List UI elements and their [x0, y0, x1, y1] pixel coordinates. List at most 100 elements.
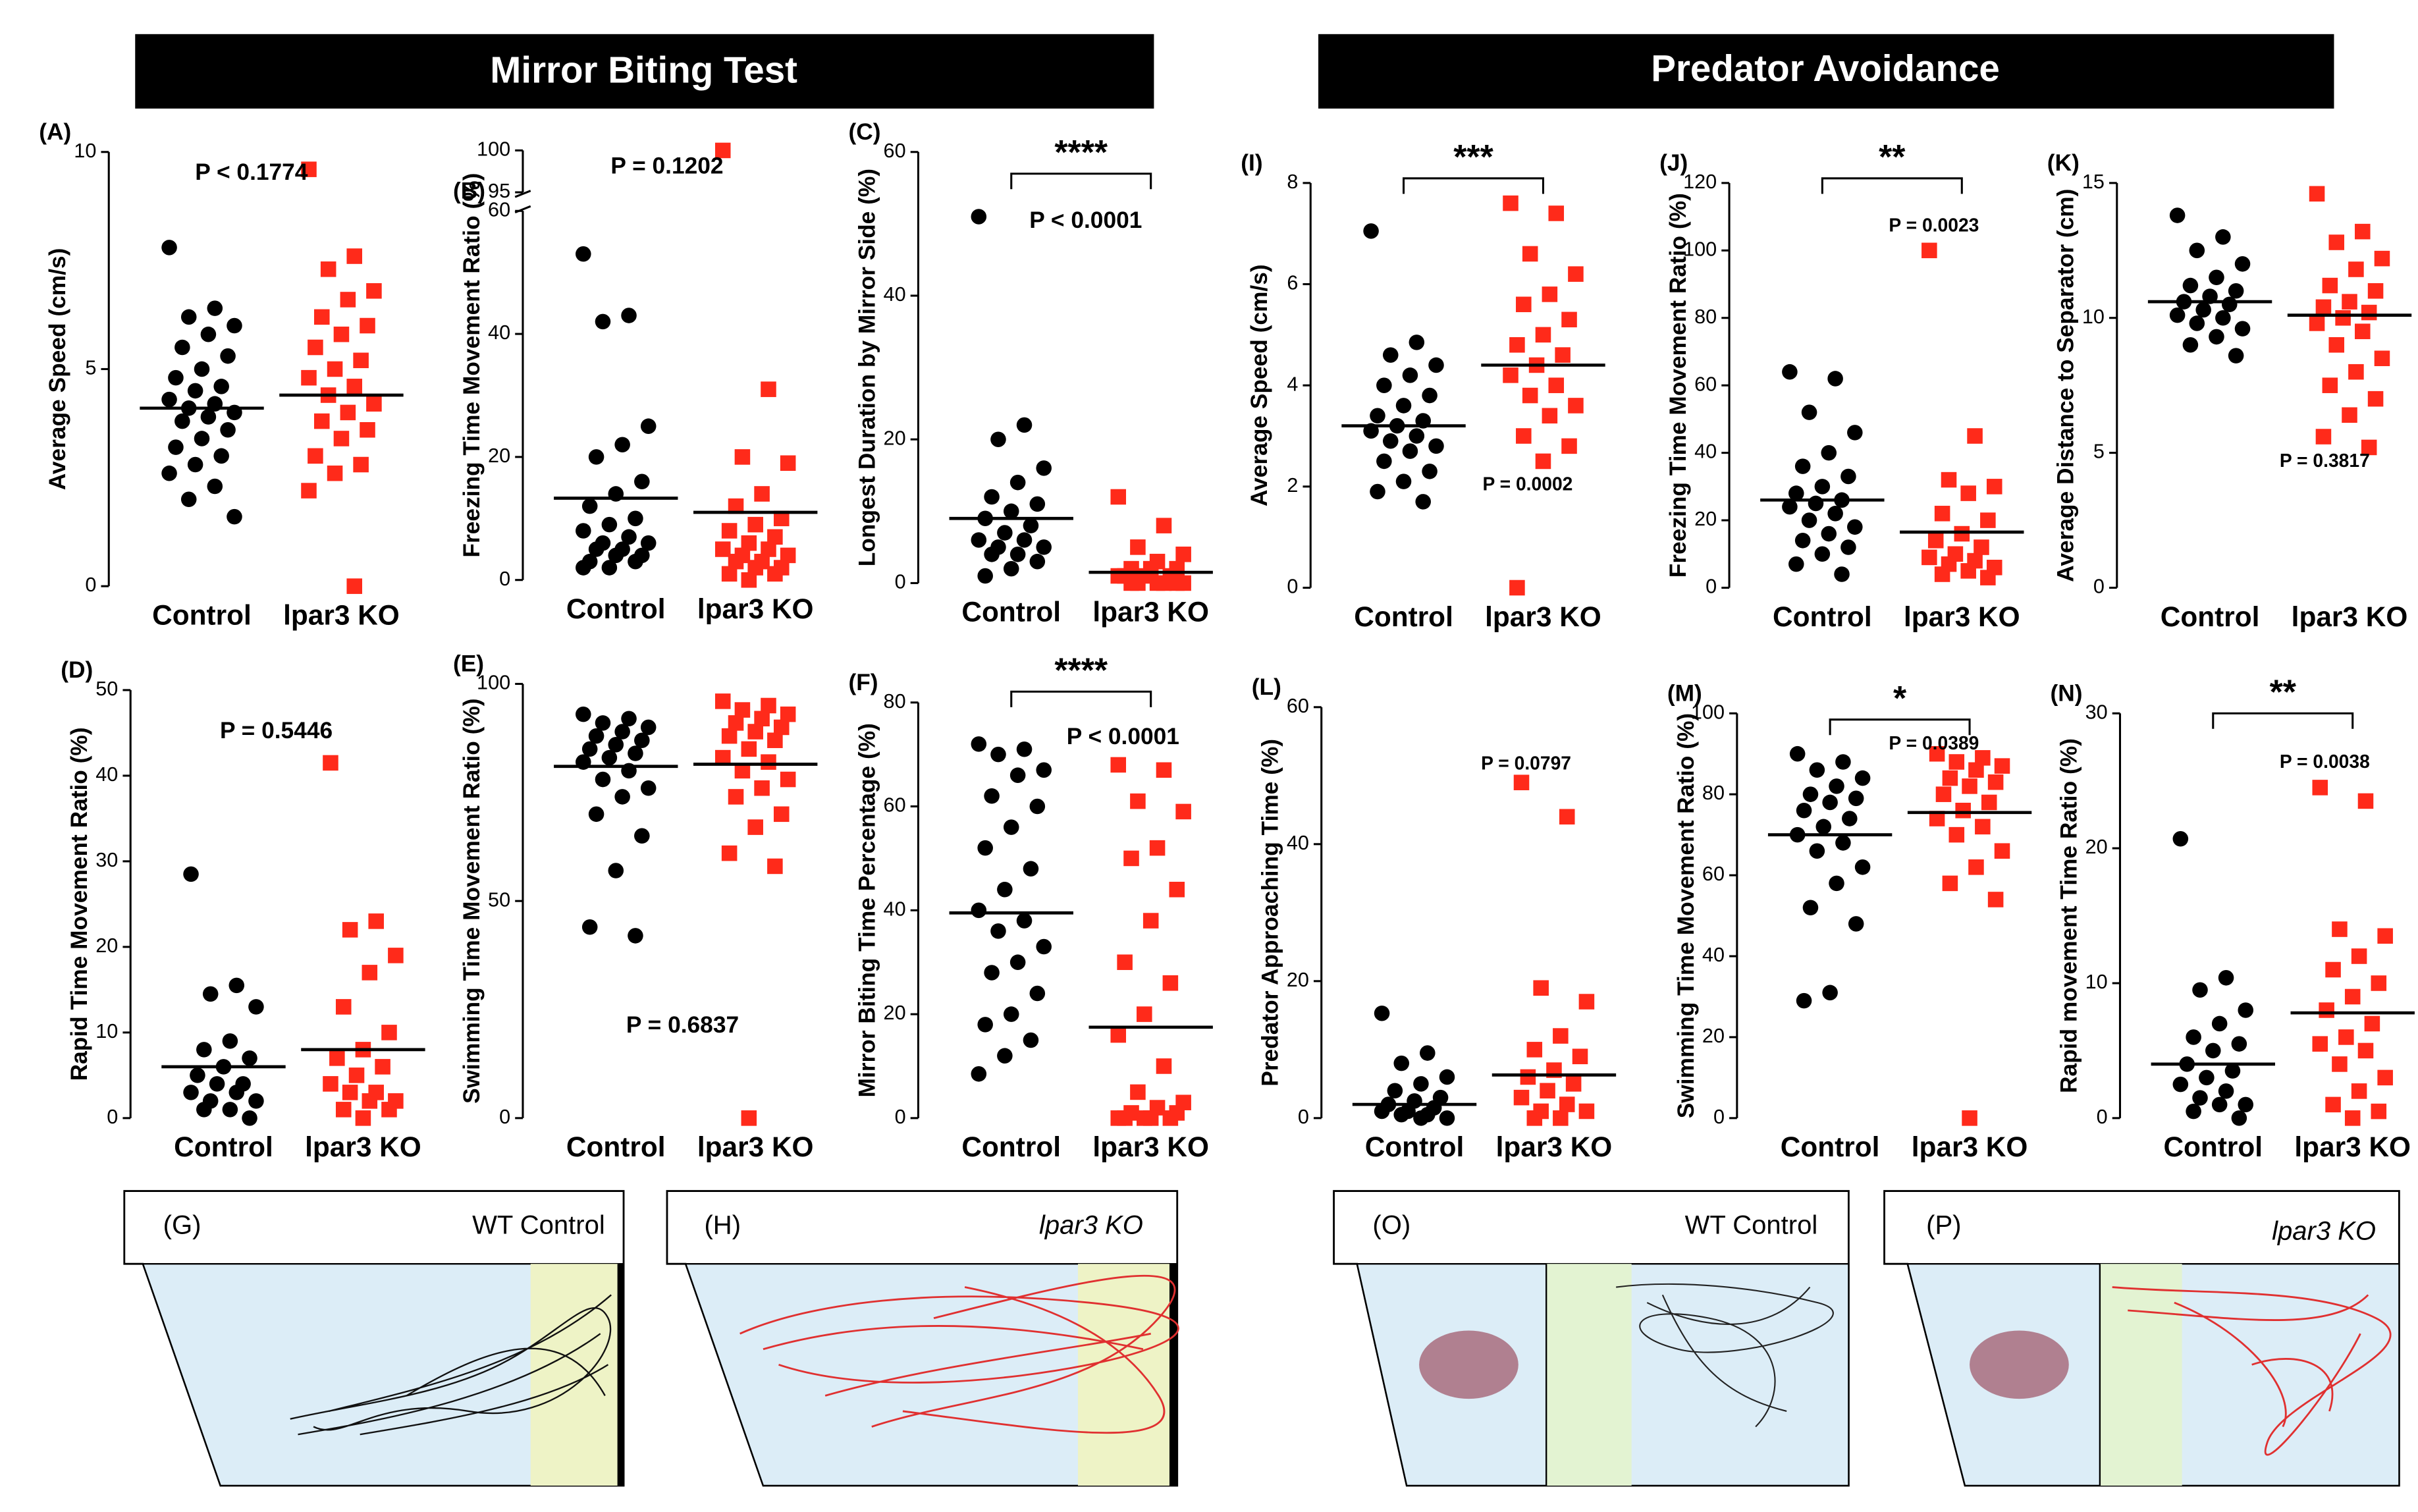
data-point: [1522, 246, 1538, 262]
data-point: [2325, 1096, 2341, 1113]
y-tick-label: 20: [95, 934, 118, 957]
y-axis-label: Rapid movement Time Ratio (%): [2056, 738, 2082, 1093]
data-point: [1420, 1045, 1436, 1061]
data-point: [601, 516, 618, 533]
significance-stars: ***: [1453, 138, 1493, 176]
data-point: [1975, 819, 1991, 835]
data-point: [640, 780, 657, 796]
data-point: [1382, 347, 1399, 363]
track-panel: (P) lpar3 KO: [1883, 1190, 2400, 1487]
data-point: [754, 780, 770, 796]
data-point: [248, 1093, 264, 1109]
data-point: [1980, 512, 1996, 528]
panel-label: (A): [39, 119, 71, 145]
panel-label: (E): [453, 651, 484, 677]
data-point: [2374, 250, 2390, 267]
data-point: [990, 431, 1006, 447]
data-point: [1796, 992, 1812, 1009]
y-tick-label: 120: [1683, 171, 1717, 193]
data-point: [634, 473, 650, 490]
data-point: [1374, 1103, 1390, 1120]
y-tick-label: 50: [488, 888, 510, 911]
data-point: [1948, 754, 1965, 770]
y-tick-label: 0: [895, 1106, 906, 1128]
y-tick-label: 40: [1702, 944, 1725, 966]
data-point: [2172, 1076, 2189, 1093]
y-tick-label: 4: [1287, 373, 1298, 395]
data-point: [576, 706, 591, 722]
data-point: [1847, 425, 1863, 441]
data-point: [741, 1110, 757, 1126]
data-point: [1948, 826, 1965, 843]
header-bar: [135, 34, 1154, 109]
data-point: [1422, 387, 1437, 404]
data-point: [1540, 1083, 1555, 1099]
panel-label: (K): [2047, 150, 2080, 176]
x-tick-label: lpar3 KO: [1092, 1131, 1209, 1162]
data-point: [308, 448, 323, 464]
data-point: [1409, 335, 1425, 350]
data-point: [1788, 485, 1804, 501]
data-point: [1829, 778, 1844, 794]
data-point: [342, 922, 358, 938]
y-tick-label: 80: [1694, 306, 1717, 328]
y-tick-label: 8: [1287, 171, 1298, 193]
data-point: [2182, 337, 2199, 353]
data-point: [1516, 428, 1532, 444]
x-tick-label: Control: [1365, 1131, 1464, 1162]
data-point: [1782, 499, 1798, 515]
y-tick-label: 60: [1702, 863, 1725, 885]
panel-label: (L): [1252, 674, 1281, 700]
data-point: [1526, 1042, 1543, 1058]
data-point: [227, 317, 242, 334]
data-point: [200, 326, 217, 342]
data-point: [1526, 1110, 1543, 1126]
data-point: [2335, 310, 2351, 326]
data-point: [1987, 774, 2004, 790]
data-point: [2209, 269, 2224, 286]
p-value: P = 0.0023: [1889, 214, 1979, 235]
data-point: [595, 313, 611, 330]
y-tick-label: 20: [2085, 836, 2108, 858]
y-tick-label: 40: [1694, 441, 1717, 463]
data-point: [2351, 1083, 2367, 1099]
panel-label: (J): [1659, 150, 1688, 176]
data-point: [175, 413, 190, 429]
data-point: [2309, 186, 2325, 202]
data-point: [714, 749, 731, 766]
data-point: [228, 977, 245, 994]
data-point: [2238, 1002, 2254, 1018]
y-tick-label: 0: [107, 1106, 118, 1128]
data-point: [2211, 1015, 2228, 1032]
data-point: [728, 715, 744, 731]
panel-label: (F): [848, 670, 878, 695]
y-tick-label: 95: [488, 180, 510, 202]
data-point: [634, 732, 650, 748]
data-point: [360, 421, 375, 438]
header-bar: [1318, 34, 2334, 109]
data-point: [1413, 1076, 1429, 1092]
data-point: [222, 1102, 238, 1118]
data-point: [984, 965, 1000, 981]
data-point: [2189, 315, 2205, 331]
data-point: [1130, 1084, 1146, 1100]
data-point: [1016, 532, 1033, 548]
y-tick-label: 60: [488, 198, 510, 221]
data-point: [1110, 489, 1127, 505]
data-point: [1827, 506, 1843, 522]
data-point: [1980, 570, 1996, 585]
data-point: [207, 478, 223, 495]
data-point: [1023, 861, 1039, 877]
data-point: [2342, 294, 2357, 310]
data-point: [2221, 296, 2238, 313]
data-point: [2238, 1096, 2254, 1113]
data-point: [1003, 503, 1019, 520]
data-point: [780, 455, 796, 472]
data-point: [2312, 780, 2328, 796]
data-point: [1169, 881, 1185, 898]
data-point: [1822, 794, 1838, 811]
y-tick-label: 50: [95, 678, 118, 700]
y-tick-label: 0: [2093, 576, 2105, 598]
data-point: [1561, 311, 1577, 328]
y-tick-label: 6: [1287, 272, 1298, 294]
